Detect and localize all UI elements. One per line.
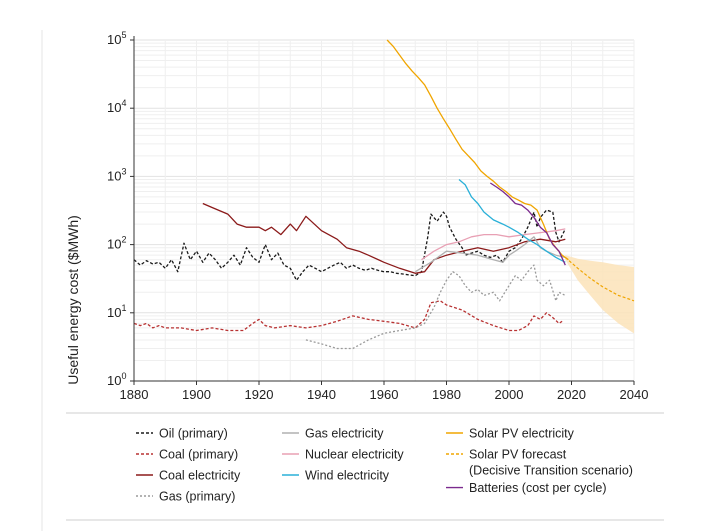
series-group	[133, 39, 635, 350]
x-tick-label: 2020	[557, 387, 586, 402]
y-tick-label: 101	[107, 303, 126, 320]
series-line-gas-electricity	[414, 236, 566, 273]
legend-label-nuclear-electricity: Nuclear electricity	[305, 448, 404, 462]
legend-label-batteries-cost-per-cycle: Batteries (cost per cycle)	[469, 481, 607, 495]
grid	[133, 39, 635, 382]
forecast-band-area	[565, 255, 634, 334]
x-tick-label: 1980	[432, 387, 461, 402]
x-tick-label: 1960	[370, 387, 399, 402]
series-line-coal-primary	[133, 300, 563, 332]
y-tick-label: 104	[107, 98, 126, 115]
legend-label-wind-electricity: Wind electricity	[305, 469, 390, 483]
legend: Oil (primary) Coal (primary) Coal electric…	[136, 427, 633, 504]
series-line-batteries-cost-per-cycle	[489, 182, 566, 266]
series-line-coal-electricity	[202, 202, 566, 274]
legend-label-gas-primary: Gas (primary)	[159, 490, 235, 504]
y-tick-label: 102	[107, 235, 126, 252]
forecast-band	[565, 255, 634, 334]
axes: 1880 1900 1920 1940 1960 1980 2000 2020 2040 100 1…	[107, 30, 648, 402]
legend-label-coal-primary: Coal (primary)	[159, 448, 238, 462]
x-tick-label: 1920	[245, 387, 274, 402]
y-tick-label: 103	[107, 166, 126, 183]
y-tick-label: 100	[107, 371, 126, 388]
series-line-oil-primary	[133, 209, 566, 281]
legend-label-solar-pv-electricity: Solar PV electricity	[469, 427, 575, 441]
x-tick-label: 2000	[495, 387, 524, 402]
y-tick-label: 105	[107, 30, 126, 47]
legend-label-solar-pv-forecast-line2: (Decisive Transition scenario)	[469, 464, 633, 478]
series-line-gas-primary	[305, 264, 566, 350]
legend-label-solar-pv-forecast: Solar PV forecast	[469, 448, 567, 462]
x-tick-label: 1880	[120, 387, 149, 402]
series-line-solar-pv-electricity	[386, 39, 569, 261]
y-axis-label: Useful energy cost ($MWh)	[65, 215, 81, 385]
legend-label-gas-electricity: Gas electricity	[305, 427, 384, 441]
x-tick-label: 2040	[620, 387, 649, 402]
x-tick-label: 1940	[307, 387, 336, 402]
legend-label-coal-electricity: Coal electricity	[159, 469, 241, 483]
legend-label-oil-primary: Oil (primary)	[159, 427, 228, 441]
series-line-solar-pv-forecast	[564, 256, 635, 302]
series-line-nuclear-electricity	[421, 228, 566, 261]
series-line-wind-electricity	[458, 179, 566, 263]
x-tick-label: 1900	[182, 387, 211, 402]
